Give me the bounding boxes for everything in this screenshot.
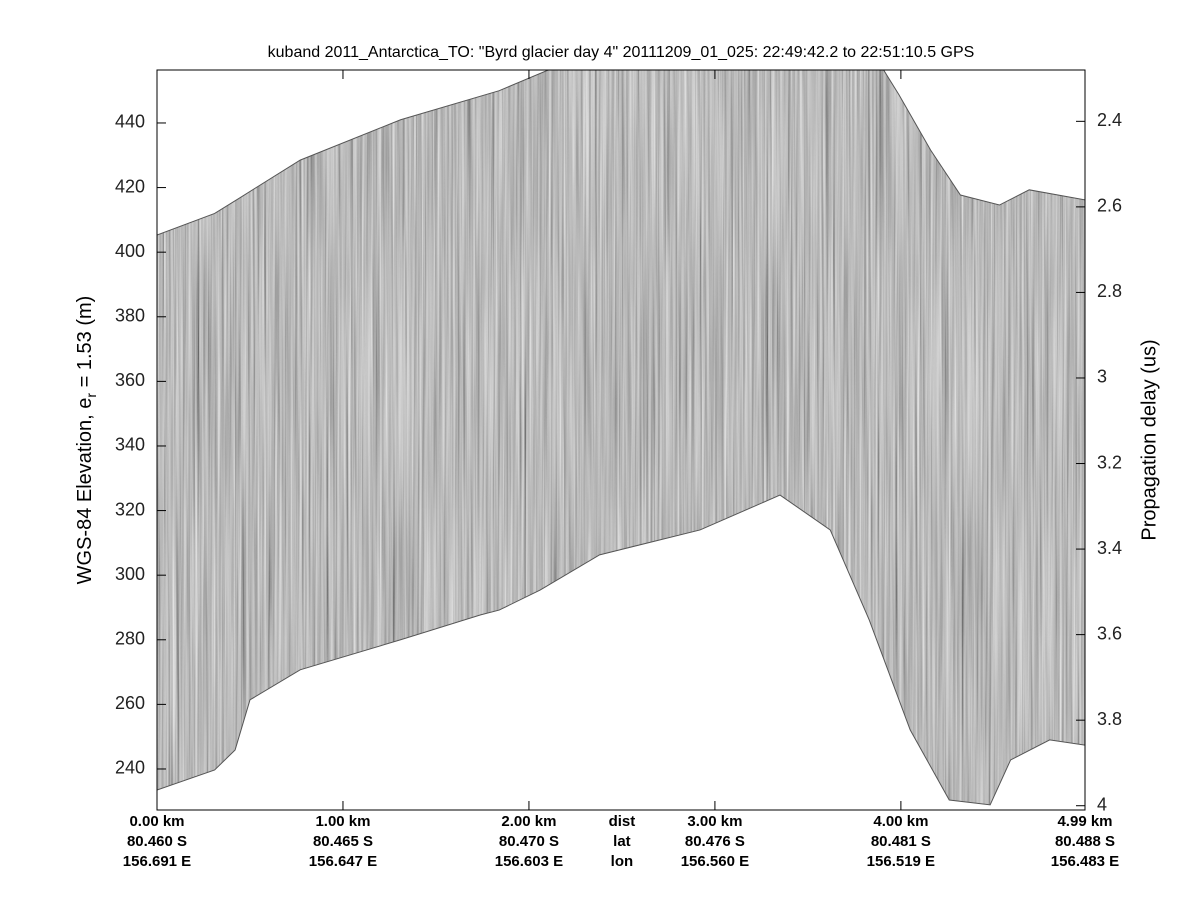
x-tick-label: 2.00 km bbox=[501, 813, 556, 830]
lat-label: 80.488 S bbox=[1055, 833, 1115, 850]
y-tick-label: 380 bbox=[115, 306, 145, 326]
chart-title: kuband 2011_Antarctica_TO: "Byrd glacier… bbox=[268, 44, 975, 61]
y-tick-label: 400 bbox=[115, 241, 145, 261]
y2-tick-label: 2.8 bbox=[1097, 281, 1122, 301]
lat-label: 80.481 S bbox=[871, 833, 931, 850]
plot-area bbox=[157, 70, 1085, 806]
x-tick-label: 1.00 km bbox=[315, 813, 370, 830]
x-row-label: dist bbox=[609, 813, 636, 830]
lon-label: 156.691 E bbox=[123, 853, 191, 870]
y-label-part: = 1.53 (m) bbox=[74, 296, 96, 393]
echogram-texture bbox=[157, 70, 1085, 805]
lat-label: 80.460 S bbox=[127, 833, 187, 850]
y-label-subscript: r bbox=[83, 393, 99, 398]
y2-tick-label: 3.6 bbox=[1097, 623, 1122, 643]
y-tick-label: 300 bbox=[115, 564, 145, 584]
echogram-top-edge bbox=[157, 70, 1085, 236]
lon-label: 156.647 E bbox=[309, 853, 377, 870]
x-tick-label: 0.00 km bbox=[129, 813, 184, 830]
y-tick-label: 320 bbox=[115, 499, 145, 519]
y2-tick-label: 3.2 bbox=[1097, 452, 1122, 472]
x-row-label: lat bbox=[613, 833, 631, 850]
y2-tick-label: 3.4 bbox=[1097, 538, 1122, 558]
y-tick-label: 360 bbox=[115, 370, 145, 390]
y-axis-label: WGS-84 Elevation, er = 1.53 (m) bbox=[74, 296, 98, 585]
y-tick-label: 420 bbox=[115, 176, 145, 196]
x-row-label: lon bbox=[611, 853, 634, 870]
plot-frame bbox=[156, 69, 1086, 811]
y-tick-label: 440 bbox=[115, 112, 145, 132]
y2-tick-label: 2.6 bbox=[1097, 196, 1122, 216]
lon-label: 156.603 E bbox=[495, 853, 563, 870]
lon-label: 156.560 E bbox=[681, 853, 749, 870]
lat-label: 80.465 S bbox=[313, 833, 373, 850]
lon-label: 156.519 E bbox=[867, 853, 935, 870]
y-tick-label: 340 bbox=[115, 435, 145, 455]
lat-label: 80.470 S bbox=[499, 833, 559, 850]
echogram-bottom-edge bbox=[157, 494, 1085, 806]
echogram-image bbox=[157, 70, 1085, 805]
x-tick-label: 4.00 km bbox=[873, 813, 928, 830]
lat-label: 80.476 S bbox=[685, 833, 745, 850]
x-tick-label: 3.00 km bbox=[687, 813, 742, 830]
y2-tick-label: 2.4 bbox=[1097, 110, 1122, 130]
lon-label: 156.483 E bbox=[1051, 853, 1119, 870]
y-tick-label: 240 bbox=[115, 758, 145, 778]
y2-tick-label: 3.8 bbox=[1097, 709, 1122, 729]
y2-tick-label: 4 bbox=[1097, 794, 1107, 814]
x-tick-label: 4.99 km bbox=[1057, 813, 1112, 830]
y-tick-label: 280 bbox=[115, 629, 145, 649]
y-tick-label: 260 bbox=[115, 693, 145, 713]
y2-tick-label: 3 bbox=[1097, 367, 1107, 387]
y-label-part: WGS-84 Elevation, e bbox=[74, 398, 96, 585]
y2-axis-label: Propagation delay (us) bbox=[1138, 339, 1160, 540]
